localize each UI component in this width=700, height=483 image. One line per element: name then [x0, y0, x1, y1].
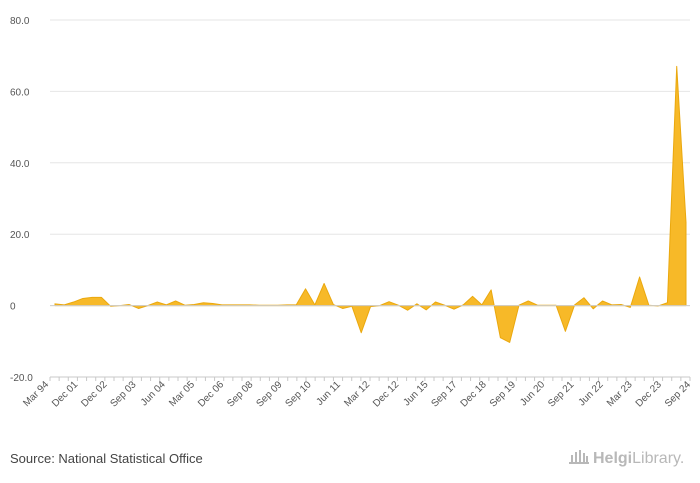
x-tick-label: Sep 10	[284, 379, 314, 409]
x-tick-label: Sep 08	[225, 379, 255, 409]
x-tick-label: Sep 19	[488, 379, 518, 409]
logo-text-helgi: Helgi	[593, 450, 633, 467]
x-tick-label: Sep 09	[254, 379, 284, 409]
y-tick-label: 60.0	[10, 87, 30, 98]
x-tick-label: Mar 23	[605, 379, 635, 409]
helgi-library-logo: HelgiLibrary.	[568, 449, 684, 470]
x-tick-label: Sep 03	[108, 379, 138, 409]
grid	[50, 19, 690, 378]
logo-dot: .	[679, 450, 685, 467]
x-tick-label: Dec 06	[196, 379, 226, 409]
y-tick-label: -20.0	[10, 373, 33, 384]
x-tick-label: Jun 20	[518, 379, 547, 408]
x-tick-label: Mar 12	[342, 379, 372, 409]
chart: -20.0 0 20.0 40.0 60.0 80.0 Mar 94 Dec 01 Dec 0…	[10, 16, 693, 410]
x-tick-label: Jun 22	[577, 379, 606, 408]
x-tick-label: Jun 15	[402, 379, 431, 408]
y-tick-label: 0	[10, 302, 16, 313]
x-tick-label: Sep 24	[663, 379, 693, 409]
y-tick-label: 20.0	[10, 230, 30, 241]
x-tick-label: Dec 23	[634, 379, 664, 409]
x-tick-label: Sep 17	[429, 379, 459, 409]
x-tick-label: Dec 01	[50, 379, 80, 409]
x-tick-label: Jun 04	[139, 379, 168, 408]
x-tick-label: Dec 12	[371, 379, 401, 409]
source-note: Source: National Statistical Office	[10, 451, 203, 466]
library-building-icon	[568, 449, 590, 470]
logo-text-library: Library	[632, 450, 680, 467]
area-series	[54, 65, 687, 343]
y-tick-label: 80.0	[10, 16, 30, 27]
x-tick-label: Dec 18	[459, 379, 489, 409]
y-tick-label: 40.0	[10, 159, 30, 170]
x-tick-label: Jun 11	[314, 379, 343, 408]
x-tick-label: Sep 21	[546, 379, 576, 409]
y-axis: -20.0 0 20.0 40.0 60.0 80.0	[10, 16, 33, 384]
x-tick-label: Mar 05	[167, 379, 197, 409]
x-tick-label: Dec 02	[79, 379, 109, 409]
